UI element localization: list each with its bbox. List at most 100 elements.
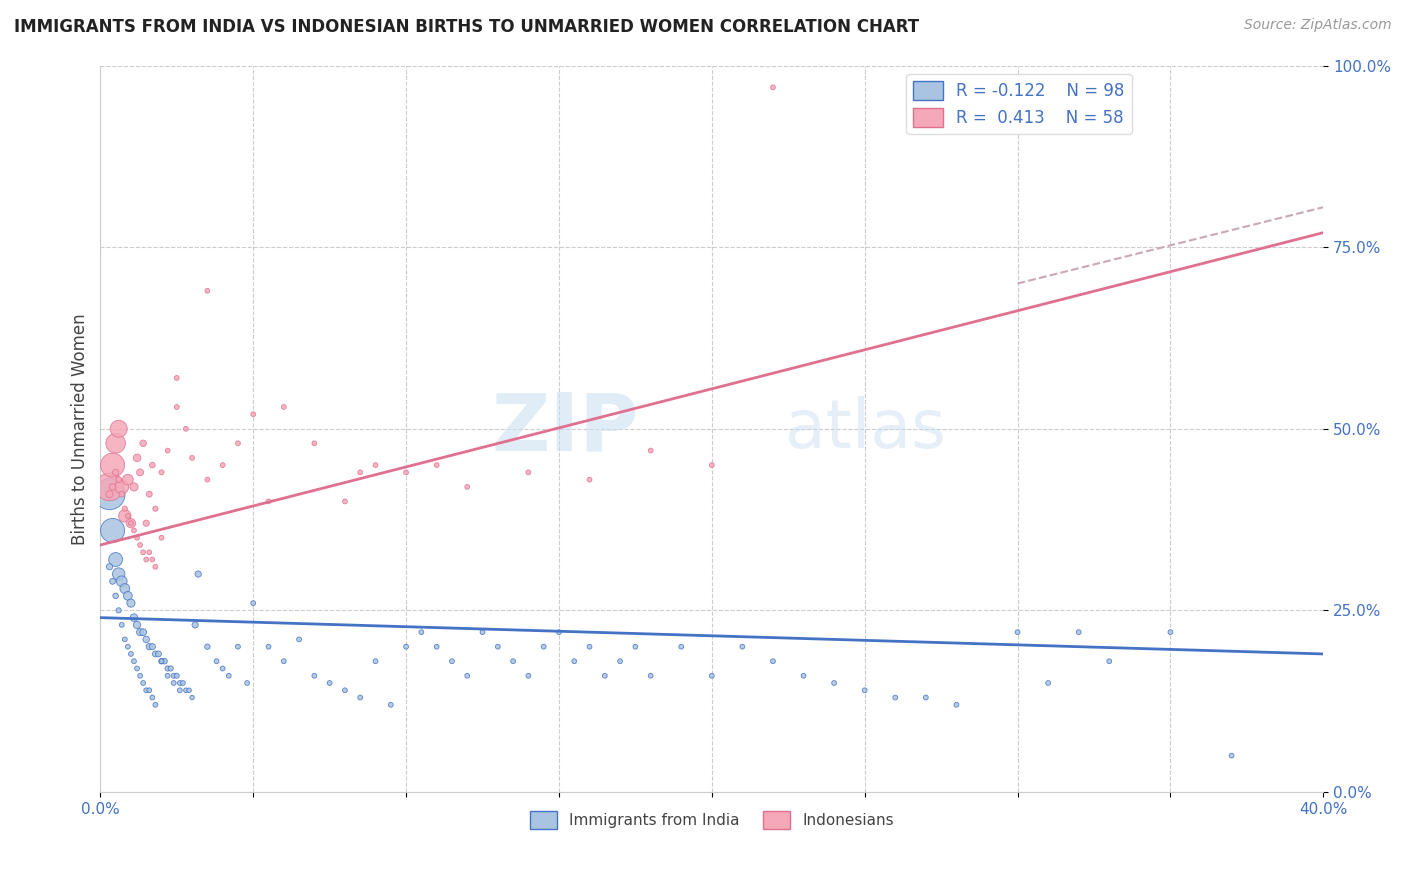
Point — [411, 625, 433, 640]
Point — [163, 676, 186, 690]
Point — [169, 676, 191, 690]
Point — [132, 625, 155, 640]
Point — [187, 567, 209, 582]
Point — [1067, 625, 1090, 640]
Point — [242, 407, 264, 421]
Point — [111, 618, 134, 632]
Point — [114, 501, 136, 516]
Point — [107, 422, 129, 436]
Point — [145, 647, 167, 661]
Text: atlas: atlas — [785, 396, 946, 462]
Point — [593, 669, 616, 683]
Point — [132, 545, 155, 559]
Legend: Immigrants from India, Indonesians: Immigrants from India, Indonesians — [523, 805, 900, 835]
Point — [172, 676, 194, 690]
Point — [120, 647, 142, 661]
Point — [98, 559, 121, 574]
Point — [166, 669, 188, 683]
Point — [177, 683, 200, 698]
Point — [184, 618, 207, 632]
Point — [150, 654, 173, 668]
Point — [156, 669, 179, 683]
Point — [548, 625, 571, 640]
Point — [456, 669, 478, 683]
Point — [138, 683, 160, 698]
Point — [141, 690, 163, 705]
Point — [159, 661, 181, 675]
Point — [120, 516, 142, 531]
Point — [671, 640, 693, 654]
Point — [129, 538, 152, 552]
Point — [195, 473, 218, 487]
Point — [104, 436, 127, 450]
Point — [101, 574, 124, 589]
Point — [1036, 676, 1059, 690]
Point — [609, 654, 631, 668]
Point — [132, 676, 155, 690]
Point — [148, 647, 170, 661]
Point — [426, 640, 449, 654]
Point — [640, 443, 662, 458]
Point — [211, 458, 233, 472]
Point — [395, 466, 418, 480]
Point — [195, 640, 218, 654]
Point — [333, 494, 356, 508]
Point — [318, 676, 340, 690]
Point — [150, 466, 173, 480]
Point — [107, 603, 129, 617]
Point — [456, 480, 478, 494]
Point — [117, 473, 139, 487]
Point — [135, 552, 157, 566]
Point — [1220, 748, 1243, 763]
Point — [236, 676, 259, 690]
Point — [129, 669, 152, 683]
Point — [129, 625, 152, 640]
Point — [471, 625, 494, 640]
Point — [288, 632, 311, 647]
Point — [640, 669, 662, 683]
Point — [562, 654, 585, 668]
Point — [578, 473, 600, 487]
Point — [125, 618, 148, 632]
Point — [98, 487, 121, 501]
Point — [273, 654, 295, 668]
Point — [762, 80, 785, 95]
Text: IMMIGRANTS FROM INDIA VS INDONESIAN BIRTHS TO UNMARRIED WOMEN CORRELATION CHART: IMMIGRANTS FROM INDIA VS INDONESIAN BIRT… — [14, 18, 920, 36]
Point — [117, 640, 139, 654]
Point — [1159, 625, 1181, 640]
Point — [104, 589, 127, 603]
Point — [440, 654, 463, 668]
Point — [156, 661, 179, 675]
Point — [205, 654, 228, 668]
Point — [486, 640, 509, 654]
Point — [195, 284, 218, 298]
Point — [181, 450, 204, 465]
Point — [141, 552, 163, 566]
Point — [395, 640, 418, 654]
Point — [349, 690, 371, 705]
Point — [101, 458, 124, 472]
Point — [104, 466, 127, 480]
Point — [624, 640, 647, 654]
Point — [1098, 654, 1121, 668]
Point — [700, 669, 723, 683]
Point — [517, 669, 540, 683]
Point — [120, 596, 142, 610]
Point — [135, 516, 157, 531]
Point — [114, 508, 136, 523]
Point — [1007, 625, 1029, 640]
Point — [145, 559, 167, 574]
Point — [174, 683, 197, 698]
Point — [135, 632, 157, 647]
Point — [145, 698, 167, 712]
Point — [731, 640, 754, 654]
Point — [141, 458, 163, 472]
Point — [101, 480, 124, 494]
Point — [242, 596, 264, 610]
Point — [122, 480, 145, 494]
Point — [304, 669, 326, 683]
Point — [150, 531, 173, 545]
Point — [156, 443, 179, 458]
Point — [166, 400, 188, 414]
Point — [122, 610, 145, 624]
